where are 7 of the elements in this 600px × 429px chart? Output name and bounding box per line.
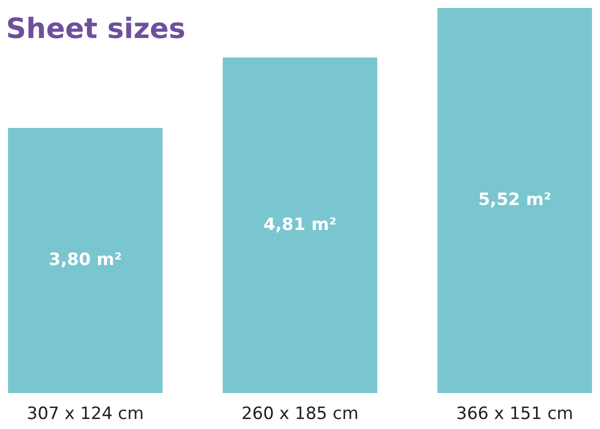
chart-title: Sheet sizes [6, 12, 186, 45]
data-label: 3,80 m² [48, 250, 122, 270]
data-label: 5,52 m² [478, 190, 552, 210]
x-tick-label: 307 x 124 cm [26, 404, 144, 424]
x-tick-label: 260 x 185 cm [241, 404, 359, 424]
x-tick-label: 366 x 151 cm [456, 404, 574, 424]
data-label: 4,81 m² [263, 214, 337, 235]
